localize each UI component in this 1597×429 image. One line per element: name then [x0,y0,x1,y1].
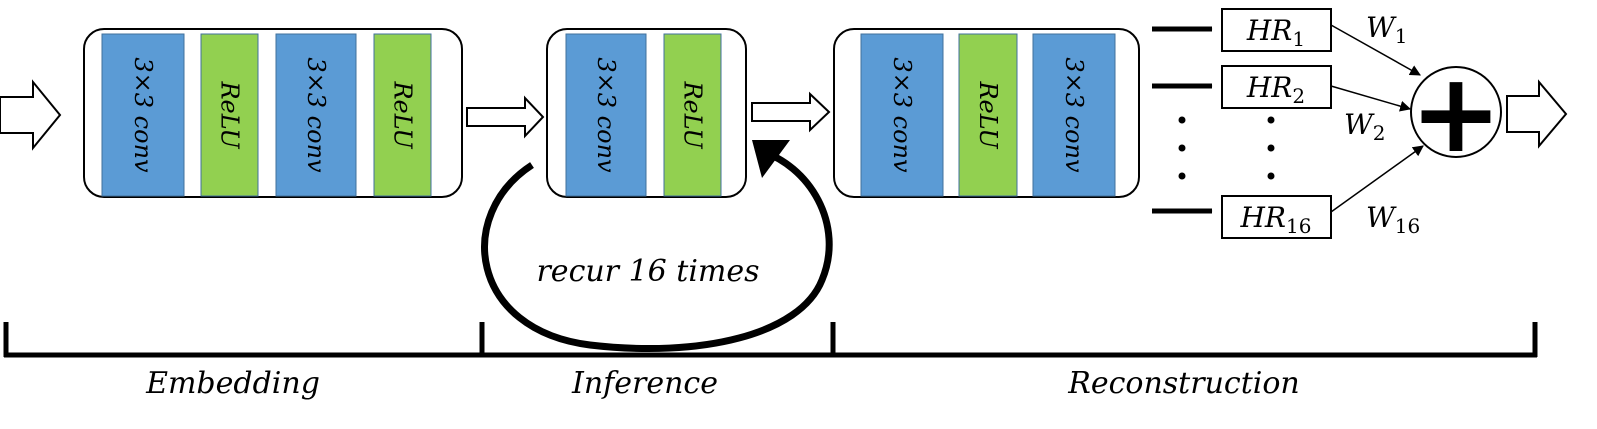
embedding-to-inference-arrow [466,95,545,139]
reconstruction-conv-label: 3×3 conv [1060,57,1088,173]
reconstruction-relu-block [958,33,1018,197]
hr-box [1221,65,1332,109]
weight-label-16: W16 [1366,201,1420,238]
inference-block-1: 3×3 conv [565,33,647,197]
reconstruction-block-3: 3×3 conv [1032,33,1116,197]
hr-box [1221,195,1332,239]
weight-label-2: W2 [1344,108,1386,145]
inference-relu-label: ReLU [679,80,707,149]
inference-block-2: ReLU [663,33,722,197]
embedding-relu-block [200,33,259,197]
reconstruction-conv-label: 3×3 conv [888,57,916,173]
sum-symbol: + [1410,49,1502,177]
hr-label: HR16 [1240,201,1312,238]
embedding-conv-block [275,33,357,197]
embedding-group: 3×3 conv ReLU 3×3 conv ReLU [83,28,463,198]
embedding-block-3: 3×3 conv [275,33,357,197]
reconstruction-block-1: 3×3 conv [860,33,944,197]
stage-bracket [3,322,1538,358]
input-arrow [0,79,62,151]
embedding-block-4: ReLU [373,33,432,197]
inference-conv-label: 3×3 conv [592,57,620,173]
stage-label-inference: Inference [571,366,718,401]
hr-output-2: HR2 [1221,65,1332,109]
recursion-loop-arrow [481,146,833,353]
weight-label-1: W1 [1366,11,1408,48]
embedding-block-2: ReLU [200,33,259,197]
inference-group: 3×3 conv ReLU [546,28,747,198]
embedding-conv-label: 3×3 conv [129,57,157,173]
hr-output-16: HR16 [1221,195,1332,239]
hr-label: HR1 [1246,14,1305,51]
inference-conv-block [565,33,647,197]
hr-output-1: HR1 [1221,8,1332,52]
stage-label-embedding: Embedding [145,366,320,401]
hr-label: HR2 [1246,71,1305,108]
embedding-block-1: 3×3 conv [101,33,185,197]
embedding-conv-label: 3×3 conv [302,57,330,173]
recursion-loop-arrowhead [752,140,790,178]
reconstruction-block-2: ReLU [958,33,1018,197]
weight-line-16 [1330,145,1424,213]
reconstruction-conv-block [860,33,944,197]
embedding-relu-label: ReLU [216,80,244,149]
ellipsis-dots-left [1178,116,1186,180]
reconstruction-relu-label: ReLU [974,80,1002,149]
reconstruction-group: 3×3 conv ReLU 3×3 conv [833,28,1140,198]
stage-label-reconstruction: Reconstruction [1067,366,1299,401]
ellipsis-dots-middle [1267,116,1275,180]
reconstruction-conv-block [1032,33,1116,197]
inference-to-reconstruction-arrow [751,91,831,133]
embedding-conv-block [101,33,185,197]
sum-circle [1410,66,1502,158]
embedding-relu-block [373,33,432,197]
sum-node: + [1410,49,1502,177]
weight-line-1 [1330,24,1421,76]
weight-line-2 [1330,85,1412,112]
embedding-relu-label: ReLU [389,80,417,149]
output-arrow [1506,79,1568,149]
inference-relu-block [663,33,722,197]
recursion-label: recur 16 times [536,254,759,289]
hr-box [1221,8,1332,52]
